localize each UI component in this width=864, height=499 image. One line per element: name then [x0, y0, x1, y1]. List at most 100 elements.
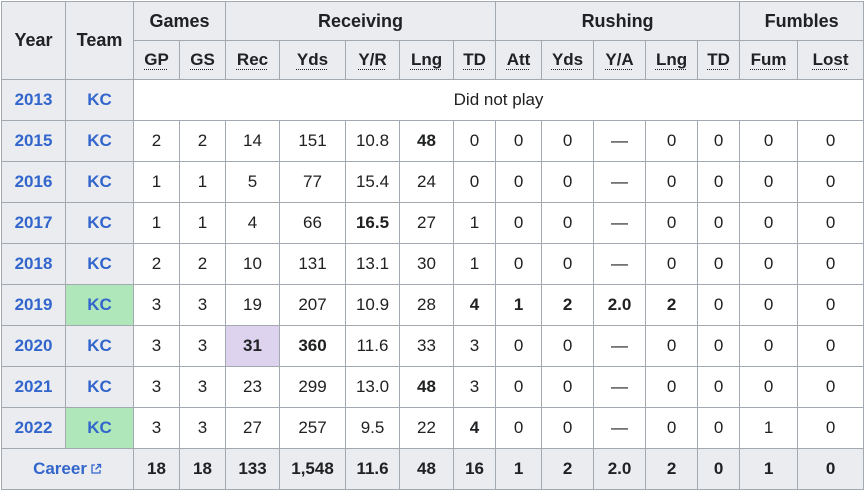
col-header-att[interactable]: Att: [495, 40, 543, 80]
table-row-dnp: 2013 KC Did not play: [1, 79, 864, 121]
team-link[interactable]: KC: [87, 377, 112, 396]
stat-cell-lost: 0: [797, 407, 864, 449]
table-row-career: Career 18 18 133 1,548 11.6 48 16 1 2 2.0 2 0 1 0: [1, 448, 864, 490]
col-header-year[interactable]: Year: [1, 1, 66, 80]
col-header-rush-yds[interactable]: Yds: [541, 40, 595, 80]
career-stat-rec-lng: 48: [399, 448, 455, 490]
team-link[interactable]: KC: [87, 336, 112, 355]
career-stats-table: Year Team Games Receiving Rushing Fumble…: [1, 1, 864, 490]
career-stat-att: 1: [495, 448, 543, 490]
stat-cell-rec: 5: [225, 161, 281, 203]
row-team[interactable]: KC: [65, 79, 134, 121]
stat-cell-rec-td: 4: [453, 407, 497, 449]
col-header-rec[interactable]: Rec: [225, 40, 281, 80]
col-header-ya[interactable]: Y/A: [593, 40, 647, 80]
year-link[interactable]: 2022: [14, 418, 53, 437]
external-link-icon: [91, 463, 102, 474]
stat-cell-rush-lng: 0: [645, 202, 699, 244]
col-header-rec-yds[interactable]: Yds: [279, 40, 347, 80]
col-header-gp[interactable]: GP: [133, 40, 180, 80]
team-link[interactable]: KC: [87, 131, 112, 150]
row-year[interactable]: 2017: [1, 202, 66, 244]
col-header-abbr: TD: [707, 50, 730, 69]
team-link[interactable]: KC: [87, 172, 112, 191]
row-year[interactable]: 2013: [1, 79, 66, 121]
stat-cell-fum: 0: [739, 120, 799, 162]
stat-cell-yr: 10.8: [345, 120, 401, 162]
stat-cell-rec: 27: [225, 407, 281, 449]
year-link[interactable]: 2017: [14, 213, 53, 232]
stat-cell-gs: 3: [178, 284, 227, 326]
col-header-lost[interactable]: Lost: [797, 40, 864, 80]
stat-cell-gs: 2: [178, 120, 227, 162]
row-team-superbowl[interactable]: KC: [65, 407, 134, 449]
team-link[interactable]: KC: [87, 295, 112, 314]
stat-cell-rush-yds: 0: [541, 407, 595, 449]
stat-cell-gs: 3: [178, 366, 227, 408]
col-header-rush-td[interactable]: TD: [697, 40, 741, 80]
row-year[interactable]: 2015: [1, 120, 66, 162]
stat-cell-gp: 2: [133, 120, 180, 162]
stat-cell-rush-yds: 0: [541, 202, 595, 244]
col-header-yr[interactable]: Y/R: [345, 40, 401, 80]
year-link[interactable]: 2015: [14, 131, 53, 150]
stat-cell-gs: 3: [178, 407, 227, 449]
team-link[interactable]: KC: [87, 254, 112, 273]
row-team[interactable]: KC: [65, 202, 134, 244]
row-team[interactable]: KC: [65, 120, 134, 162]
team-link[interactable]: KC: [87, 418, 112, 437]
row-team[interactable]: KC: [65, 325, 134, 367]
stat-cell-yr: 13.0: [345, 366, 401, 408]
stat-cell-rec-yds: 151: [279, 120, 347, 162]
col-header-abbr: Y/A: [605, 50, 634, 69]
row-year[interactable]: 2021: [1, 366, 66, 408]
career-link[interactable]: Career: [33, 459, 102, 478]
table-row: 2017 KC 1 1 4 66 16.5 27 1 0 0—0 0 0 0: [1, 202, 864, 244]
col-header-fum[interactable]: Fum: [739, 40, 799, 80]
stat-cell-rec-td: 4: [453, 284, 497, 326]
row-year[interactable]: 2022: [1, 407, 66, 449]
stat-cell-rec-yds: 77: [279, 161, 347, 203]
year-link[interactable]: 2013: [14, 90, 53, 109]
row-year[interactable]: 2018: [1, 243, 66, 285]
stat-cell-rush-td: 0: [697, 366, 741, 408]
row-year[interactable]: 2020: [1, 325, 66, 367]
row-team-superbowl[interactable]: KC: [65, 284, 134, 326]
stat-cell-gp: 2: [133, 243, 180, 285]
team-link[interactable]: KC: [87, 90, 112, 109]
career-label-cell[interactable]: Career: [1, 448, 134, 490]
stat-cell-rec-td: 0: [453, 120, 497, 162]
year-link[interactable]: 2019: [14, 295, 53, 314]
stat-cell-gs: 1: [178, 161, 227, 203]
team-link[interactable]: KC: [87, 213, 112, 232]
row-team[interactable]: KC: [65, 161, 134, 203]
stat-cell-rec: 14: [225, 120, 281, 162]
year-link[interactable]: 2016: [14, 172, 53, 191]
stat-cell-gp: 3: [133, 366, 180, 408]
stat-cell-gs: 3: [178, 325, 227, 367]
header-row-stats: GP GS Rec Yds Y/R Lng TD Att Yds Y/A Lng TD Fum Lost: [2, 40, 864, 80]
stat-cell-lost: 0: [797, 120, 864, 162]
year-link[interactable]: 2018: [14, 254, 53, 273]
stat-cell-yr: 11.6: [345, 325, 401, 367]
row-year[interactable]: 2016: [1, 161, 66, 203]
table-row: 2019 KC 3 3 19 207 10.9 28 4 1 2 2.0 2 0 0 0: [1, 284, 864, 326]
col-header-rec-td[interactable]: TD: [453, 40, 497, 80]
year-link[interactable]: 2020: [14, 336, 53, 355]
col-header-team[interactable]: Team: [65, 1, 134, 80]
stat-cell-rush-yds: 0: [541, 366, 595, 408]
career-stat-ya: 2.0: [593, 448, 647, 490]
year-link[interactable]: 2021: [14, 377, 53, 396]
col-header-rec-lng[interactable]: Lng: [399, 40, 455, 80]
row-year[interactable]: 2019: [1, 284, 66, 326]
stat-cell-lost: 0: [797, 366, 864, 408]
stat-cell-gp: 1: [133, 161, 180, 203]
stat-cell-ya: 2.0: [593, 284, 647, 326]
stat-cell-gp: 1: [133, 202, 180, 244]
stat-cell-ya: —: [593, 120, 647, 162]
career-stat-gp: 18: [133, 448, 180, 490]
col-header-rush-lng[interactable]: Lng: [645, 40, 699, 80]
col-header-gs[interactable]: GS: [178, 40, 227, 80]
row-team[interactable]: KC: [65, 366, 134, 408]
row-team[interactable]: KC: [65, 243, 134, 285]
